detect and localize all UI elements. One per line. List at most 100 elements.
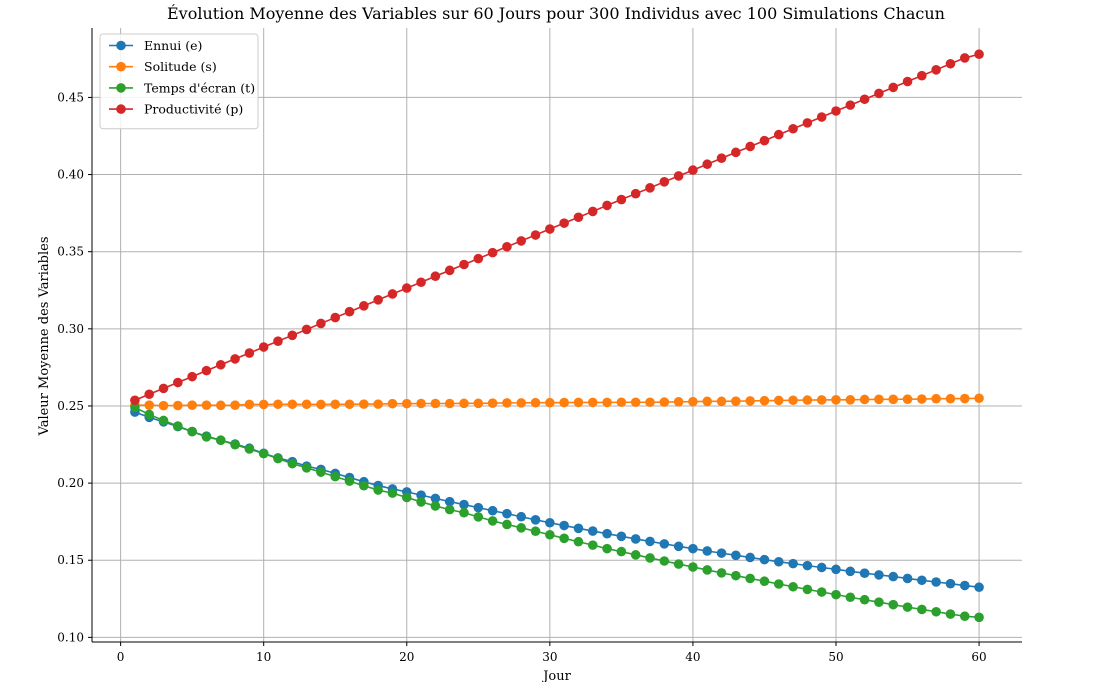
data-point [330,471,341,482]
data-point [316,399,326,410]
legend-marker [116,40,126,51]
data-point [659,556,670,566]
data-point [602,543,612,554]
data-point [516,236,527,246]
data-point [845,394,856,405]
y-tick-label: 0.30 [57,322,84,336]
data-point [688,543,698,554]
data-point [645,536,655,547]
data-point [831,394,841,405]
data-point [230,354,240,364]
data-point [945,609,956,619]
data-point [516,511,527,522]
data-point [359,480,369,491]
data-point [473,253,484,264]
data-point [630,188,641,199]
y-tick-label: 0.25 [57,399,84,413]
data-point [444,398,455,409]
data-point [659,177,670,187]
data-point [401,283,412,293]
data-point [573,397,584,408]
x-tick-label: 60 [971,650,986,664]
data-point [702,396,713,407]
data-point [459,499,469,510]
data-point [273,336,283,346]
legend-marker [116,104,126,114]
data-point [673,559,684,569]
legend-marker [116,83,126,93]
data-point [559,397,569,408]
data-point [516,523,527,533]
data-point [344,476,355,486]
data-point [731,147,741,158]
data-point [301,324,312,335]
data-point [201,365,212,376]
data-point [616,397,627,408]
data-point [616,194,627,205]
data-series [130,49,984,623]
data-point [573,536,584,547]
y-axis-label: Valeur Moyenne des Variables [37,237,52,437]
y-tick-label: 0.15 [57,553,84,567]
data-point [716,548,727,558]
data-point [487,516,498,526]
data-point [559,218,569,228]
data-point [673,541,684,552]
data-point [645,397,655,408]
data-point [945,578,956,589]
data-point [759,576,770,587]
data-point [344,306,355,317]
data-point [874,570,884,580]
data-point [559,520,569,531]
data-point [816,112,827,122]
data-point [287,399,298,410]
data-point [731,550,741,561]
data-point [545,224,555,234]
data-point [630,550,641,560]
data-point [473,512,484,522]
data-point [316,318,326,329]
data-point [273,453,283,464]
y-tick-label: 0.40 [57,168,84,182]
data-point [587,526,598,536]
data-point [444,504,455,515]
data-point [258,342,269,352]
data-point [902,76,913,87]
data-point [745,573,755,584]
legend-marker [116,61,126,72]
data-point [688,562,698,572]
data-point [301,399,312,410]
y-tick-label: 0.35 [57,245,84,259]
data-point [373,399,383,409]
data-point [530,397,541,408]
data-point [230,400,240,410]
data-point [745,552,755,563]
data-point [387,488,398,498]
legend-item: Productivité (p) [109,102,243,117]
data-point [845,566,856,577]
data-point [931,577,941,587]
data-point [444,265,455,276]
data-point [788,581,798,592]
data-point [745,141,755,152]
data-point [387,289,398,299]
data-point [902,573,913,584]
data-point [573,523,584,534]
series-2 [130,402,984,623]
data-point [287,330,298,341]
data-point [831,589,841,600]
data-point [673,396,684,407]
data-point [602,200,612,211]
data-point [215,400,226,411]
data-point [473,398,484,409]
data-point [731,396,741,406]
data-point [702,546,713,556]
data-point [144,409,155,420]
data-point [444,496,455,507]
data-point [416,398,426,409]
data-point [773,129,784,140]
data-point [816,395,827,405]
data-point [745,396,755,406]
data-point [401,492,412,503]
